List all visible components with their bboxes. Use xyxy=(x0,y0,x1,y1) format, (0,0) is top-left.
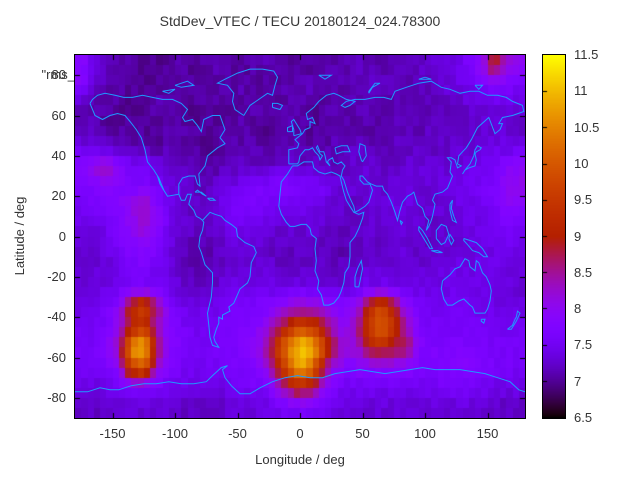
colorbar-tick-label: 10 xyxy=(574,155,589,171)
colorbar-tick-label: 6.5 xyxy=(574,410,593,425)
y-tick-label: -60 xyxy=(47,349,66,365)
x-tick-label: 100 xyxy=(414,426,436,441)
x-tick-label: 150 xyxy=(476,426,499,441)
y-tick-label: -20 xyxy=(47,268,66,284)
chart-title: StdDev_VTEC / TECU 20180124_024.78300 xyxy=(159,13,441,29)
colorbar-tick-label: 11 xyxy=(574,83,588,99)
colorbar-tick-label: 7.5 xyxy=(574,337,593,353)
rms-annotation: "rms_ xyxy=(41,67,75,82)
x-tick-label: -100 xyxy=(161,426,189,441)
map-plot-area xyxy=(74,54,526,419)
colorbar-tick-label: 8.5 xyxy=(574,264,593,280)
colorbar-tick-label: 8 xyxy=(574,301,582,317)
y-tick-label: -40 xyxy=(47,309,66,325)
y-tick-label: 60 xyxy=(51,107,66,123)
x-tick-label: 0 xyxy=(296,426,304,441)
x-tick-label: -50 xyxy=(228,426,247,441)
colorbar-tick-label: 11.5 xyxy=(574,47,599,62)
x-tick-label: -150 xyxy=(99,426,126,441)
colorbar-tick-label: 9.5 xyxy=(574,192,593,208)
x-axis-label: Longitude / deg xyxy=(255,452,345,467)
heatmap-canvas xyxy=(75,55,525,418)
y-tick-label: 80 xyxy=(51,67,66,83)
colorbar-canvas xyxy=(543,55,565,418)
y-tick-label: 40 xyxy=(51,147,66,163)
colorbar xyxy=(542,54,566,419)
colorbar-tick-label: 9 xyxy=(574,228,582,244)
y-tick-label: 0 xyxy=(58,228,66,244)
y-tick-label: 20 xyxy=(51,188,66,204)
y-tick-label: -80 xyxy=(47,389,66,405)
colorbar-tick-label: 7 xyxy=(574,373,582,389)
colorbar-tick-label: 10.5 xyxy=(574,119,600,135)
x-tick-label: 50 xyxy=(355,426,370,441)
y-axis-label: Latitude / deg xyxy=(12,196,27,276)
